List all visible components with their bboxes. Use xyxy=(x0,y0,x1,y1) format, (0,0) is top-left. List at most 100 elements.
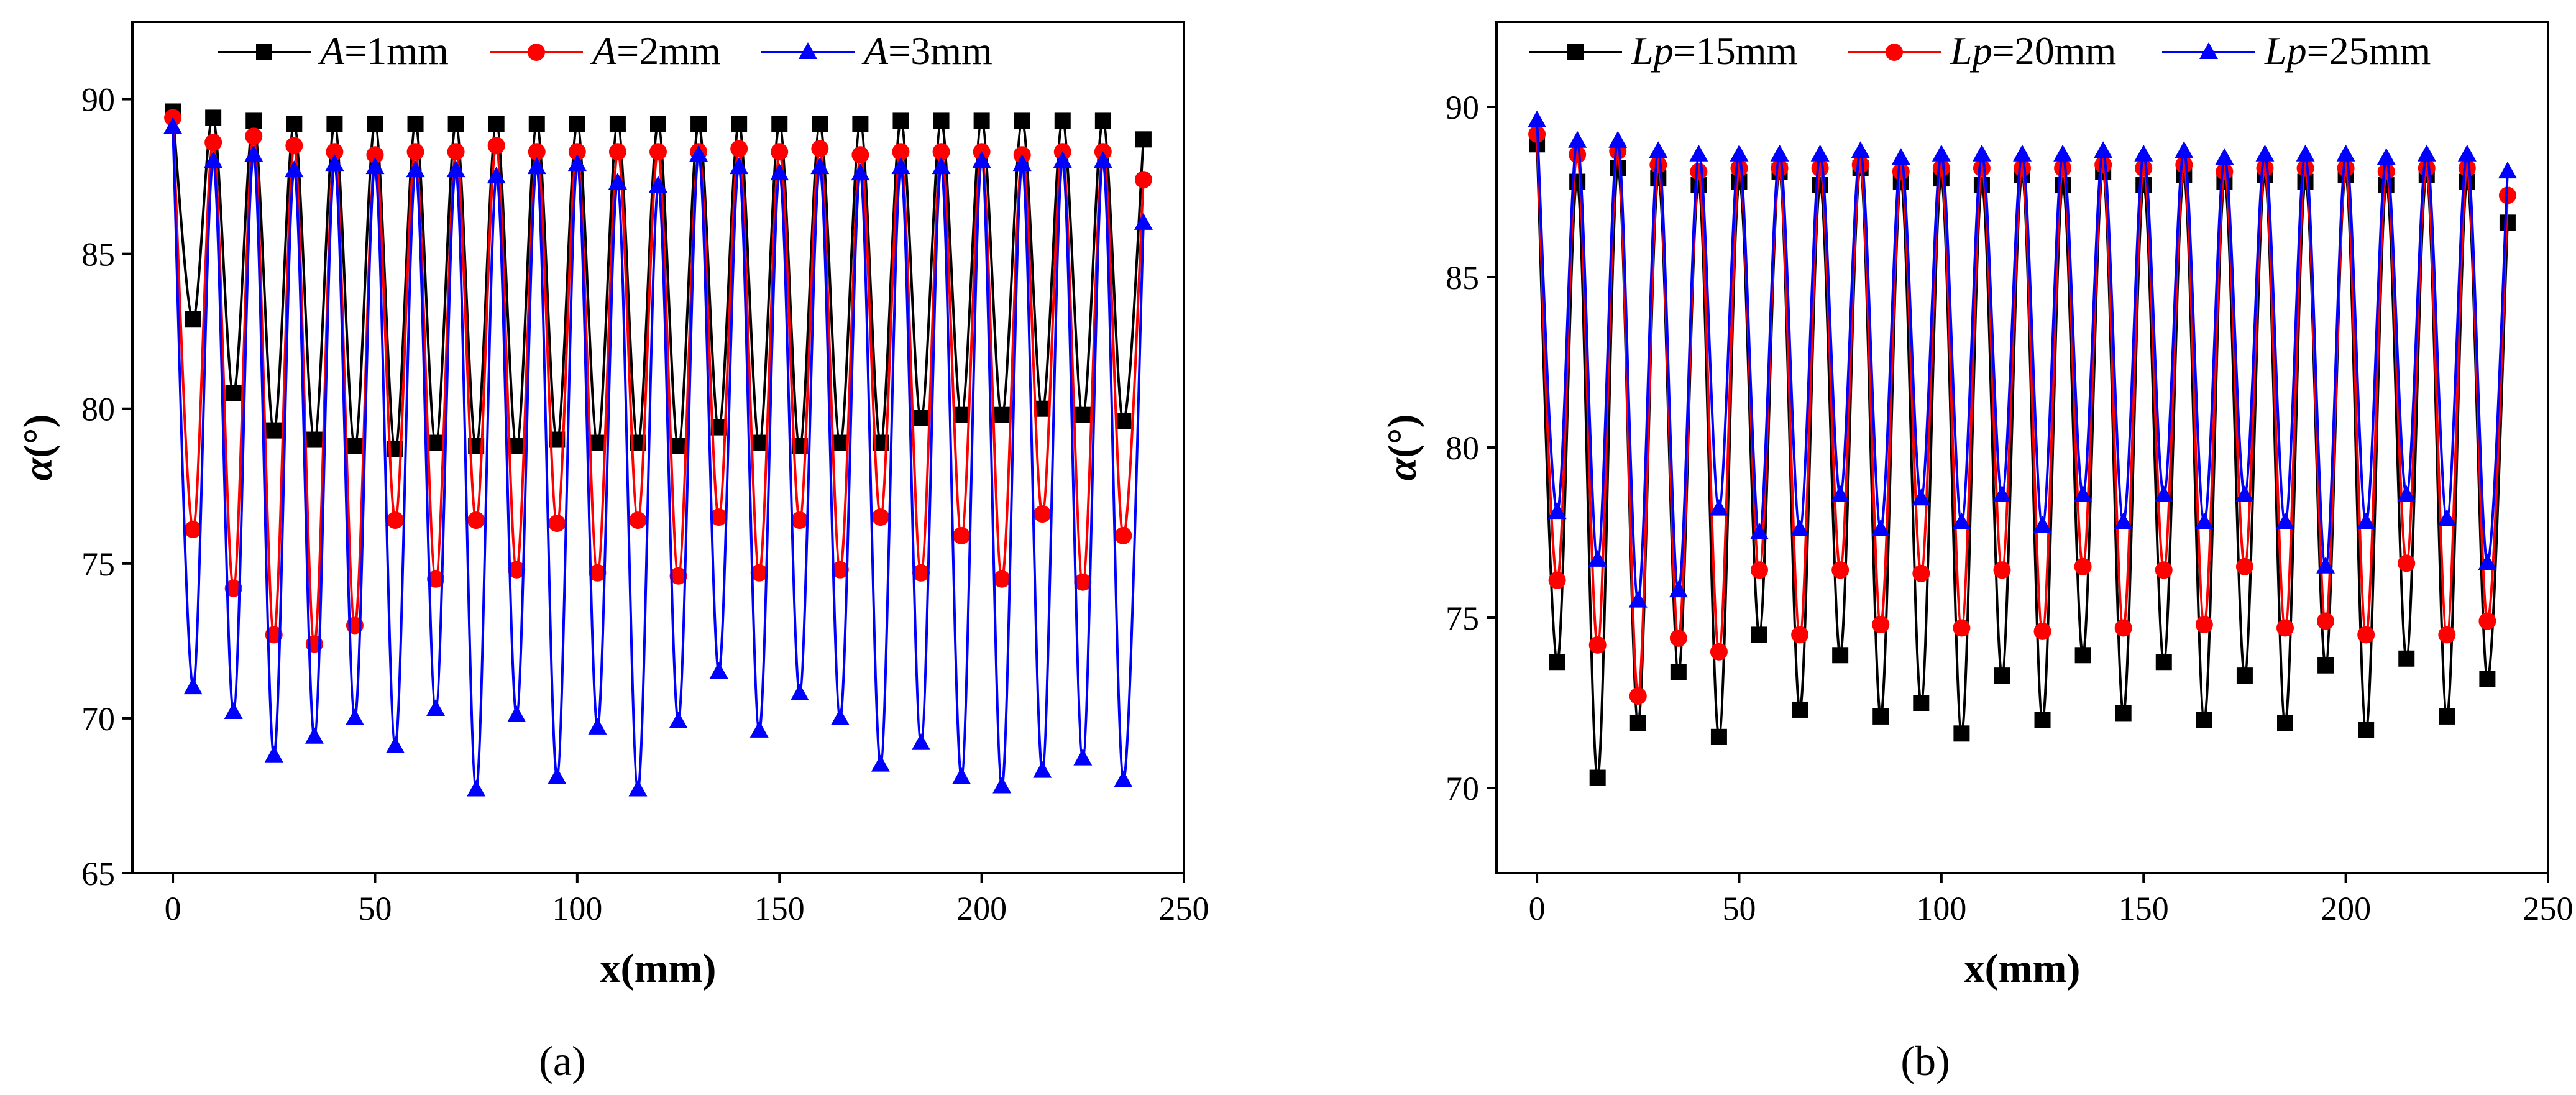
data-point xyxy=(2398,554,2416,572)
x-tick-label: 50 xyxy=(358,890,392,927)
data-point xyxy=(1610,160,1626,176)
y-tick-label: 90 xyxy=(1446,89,1479,126)
data-point xyxy=(790,684,809,701)
data-point xyxy=(2155,561,2173,579)
data-point xyxy=(367,116,383,132)
data-point xyxy=(1689,144,1708,162)
data-point xyxy=(1709,498,1728,516)
data-point xyxy=(2235,485,2254,502)
data-point xyxy=(508,438,525,454)
chart-panel-b: 0 50 100 150 200 2507075808590x(mm)α(°)Lp=15m… xyxy=(1380,21,2574,991)
data-point xyxy=(1690,163,1708,181)
data-point xyxy=(2195,615,2213,633)
data-point xyxy=(810,157,830,175)
data-point xyxy=(1034,400,1051,417)
data-point xyxy=(2135,159,2153,177)
panel-label-a: (a) xyxy=(539,1037,585,1084)
y-tick-label: 85 xyxy=(81,236,115,273)
data-point xyxy=(467,511,485,529)
x-tick-label: 250 xyxy=(2523,890,2574,927)
data-point xyxy=(953,406,970,423)
data-point xyxy=(2397,485,2416,502)
data-point xyxy=(406,143,424,161)
x-tick-label: 200 xyxy=(2321,890,2371,927)
data-point xyxy=(345,708,364,725)
data-point xyxy=(710,508,728,526)
legend-marker xyxy=(2199,42,2218,59)
data-point xyxy=(224,702,243,719)
data-point xyxy=(1872,615,1890,633)
data-point xyxy=(2296,144,2315,162)
data-point xyxy=(528,143,546,161)
data-point xyxy=(1014,112,1030,129)
data-point xyxy=(1588,549,1607,567)
data-point xyxy=(1953,725,1970,742)
data-point xyxy=(427,570,445,588)
data-point xyxy=(205,109,222,126)
series-2 xyxy=(1528,125,2516,705)
data-point xyxy=(2114,512,2133,529)
data-point xyxy=(2357,626,2375,644)
data-point xyxy=(1790,519,1810,536)
data-point xyxy=(326,143,344,161)
data-point xyxy=(265,626,283,644)
data-point xyxy=(2055,177,2071,194)
data-point xyxy=(2255,144,2275,162)
data-point xyxy=(507,705,526,722)
data-point xyxy=(306,431,323,448)
data-point xyxy=(2014,159,2031,177)
data-point xyxy=(1751,626,1767,643)
data-point xyxy=(1871,519,1891,536)
x-tick-label: 100 xyxy=(1916,890,1966,927)
data-point xyxy=(245,112,262,129)
data-point xyxy=(446,160,465,178)
data-point xyxy=(1074,573,1092,591)
data-point xyxy=(305,726,324,744)
data-point xyxy=(932,157,951,175)
data-point xyxy=(1548,571,1566,589)
data-point xyxy=(1851,141,1870,158)
data-point xyxy=(2094,141,2113,158)
data-point xyxy=(912,564,930,582)
data-point xyxy=(1973,159,1991,177)
data-point xyxy=(2216,163,2234,181)
data-point xyxy=(224,579,242,597)
data-point xyxy=(2438,626,2456,644)
data-point xyxy=(428,434,444,451)
data-point xyxy=(1792,701,1808,718)
data-point xyxy=(1054,112,1071,129)
data-point xyxy=(285,137,303,155)
y-axis-unit: (°) xyxy=(1380,415,1425,458)
legend-marker xyxy=(528,44,545,61)
series-3 xyxy=(1528,110,2517,608)
legend-variable: Lp xyxy=(1631,29,1674,73)
y-tick-label: 75 xyxy=(1446,600,1479,637)
data-point xyxy=(467,779,486,797)
data-point xyxy=(2398,650,2415,667)
series-line-3 xyxy=(172,127,1145,791)
data-point xyxy=(264,745,283,763)
data-point xyxy=(548,767,567,784)
data-point xyxy=(1750,523,1769,539)
data-point xyxy=(750,564,768,582)
data-point xyxy=(1851,156,1869,174)
data-point xyxy=(2316,556,2335,574)
data-point xyxy=(1114,526,1132,544)
data-point xyxy=(2337,159,2355,177)
x-axis-label: x(mm) xyxy=(1964,946,2081,991)
data-point xyxy=(184,521,202,539)
y-tick-label: 80 xyxy=(1446,429,1479,467)
data-point xyxy=(204,151,223,168)
data-point xyxy=(1710,728,1727,745)
data-point xyxy=(1771,159,1789,177)
data-point xyxy=(1033,761,1052,778)
data-point xyxy=(2013,144,2032,162)
data-point xyxy=(1549,654,1565,671)
y-axis-symbol: α xyxy=(16,457,61,480)
data-point xyxy=(1932,144,1951,162)
data-point xyxy=(1730,144,1749,162)
data-point xyxy=(1629,687,1647,705)
data-point xyxy=(1992,485,2012,502)
data-point xyxy=(1812,177,1828,194)
